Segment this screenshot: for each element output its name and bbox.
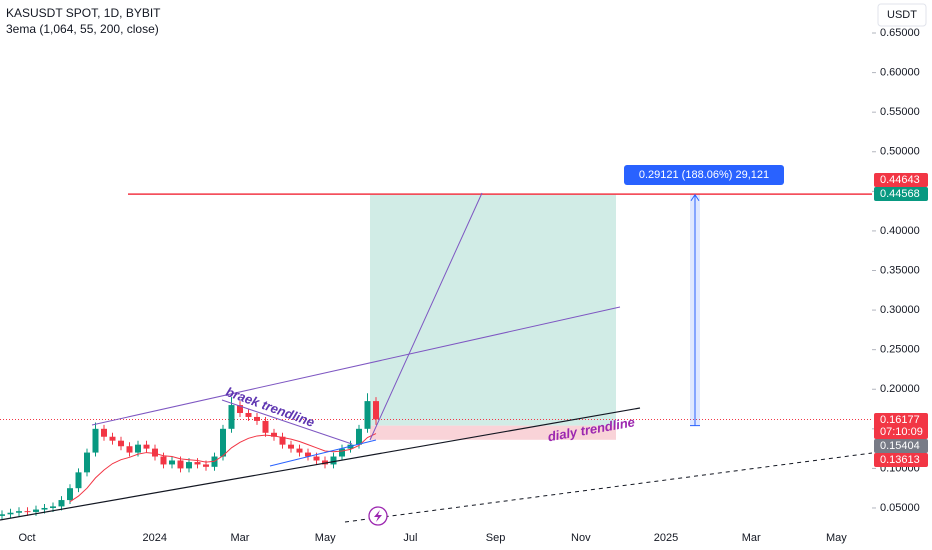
candle-body	[92, 428, 99, 453]
time-axis	[0, 526, 872, 550]
candle-body	[169, 460, 175, 465]
price-label-box	[874, 413, 928, 439]
y-tick-label: 0.25000	[880, 344, 920, 356]
ema-line	[69, 433, 377, 503]
y-tick-label: 0.20000	[880, 383, 920, 395]
price-label: 0.44568	[880, 188, 920, 200]
loss-zone	[370, 425, 616, 440]
candle-body	[271, 432, 277, 437]
lightning	[374, 510, 382, 522]
candle-body	[245, 412, 252, 417]
candle-body	[220, 428, 226, 457]
candle-body	[177, 460, 184, 469]
projection-line	[369, 192, 483, 441]
measure-label: 0.29121 (188.06%) 29,121	[639, 169, 769, 181]
price-label-box	[874, 439, 928, 453]
candle-body	[313, 456, 320, 461]
candle-body	[254, 416, 260, 421]
candle-body	[84, 452, 90, 473]
candle-body	[364, 401, 371, 429]
candle-body	[33, 509, 39, 512]
x-tick-label: 2025	[654, 532, 678, 544]
y-tick-label: 0.30000	[880, 304, 920, 316]
candle-body	[194, 462, 201, 465]
drawing-layer	[0, 193, 872, 520]
price-label-box	[874, 187, 928, 201]
candle-body	[16, 511, 22, 513]
candle-body	[330, 456, 337, 465]
channel-line	[91, 306, 621, 426]
candle-body	[143, 444, 150, 449]
x-tick-label: Nov	[571, 532, 591, 544]
candle-body	[356, 428, 362, 445]
candle-body	[262, 420, 269, 433]
candle-body	[118, 440, 124, 447]
candle-body	[0, 514, 5, 516]
x-tick-label: Mar	[742, 532, 761, 544]
x-tick-label: Jul	[403, 532, 417, 544]
candle-body	[67, 488, 73, 501]
currency-button[interactable]	[877, 3, 927, 27]
candle-body	[339, 448, 345, 457]
candle-body	[101, 428, 107, 437]
y-tick-label: 0.35000	[880, 264, 920, 276]
price-label: 0.16177	[880, 414, 920, 426]
candle-body	[109, 436, 116, 441]
candle-body	[296, 448, 303, 453]
y-tick-label: 0.05000	[880, 502, 920, 514]
candle-body	[373, 401, 379, 420]
x-tick-label: 2024	[143, 532, 167, 544]
profit-zone	[370, 194, 616, 426]
price-label-box	[874, 453, 928, 467]
candle-body	[186, 462, 192, 469]
candle-body	[203, 464, 209, 467]
candle-body	[135, 444, 141, 453]
candle-body	[58, 500, 65, 507]
candle-body	[50, 506, 56, 508]
x-tick-label: May	[826, 532, 847, 544]
chart-title: KASUSDT SPOT, 1D, BYBIT	[6, 6, 161, 20]
dashed-trendline	[344, 452, 873, 523]
arrow-head	[690, 193, 700, 202]
x-tick-label: Mar	[231, 532, 250, 544]
currency: USDT	[887, 9, 917, 21]
candle-body	[279, 436, 286, 445]
x-tick-label: Oct	[18, 532, 35, 544]
price-label: 0.44643	[880, 174, 920, 186]
candle-body	[228, 405, 235, 429]
candle-body	[152, 448, 158, 457]
y-tick-label: 0.55000	[880, 106, 920, 118]
trendline	[0, 407, 641, 521]
x-tick-label: Sep	[486, 532, 506, 544]
candle-body	[41, 507, 48, 510]
break-line	[221, 399, 353, 445]
candle-body	[75, 472, 82, 489]
price-label: 0.15404	[880, 440, 920, 452]
price-label-box	[874, 173, 928, 187]
overlay-layer: 0.29121 (188.06%) 29,121	[624, 165, 784, 427]
axis-layer: 0.050000.100000.150000.200000.250000.300…	[18, 27, 928, 544]
price-label: 0.13613	[880, 454, 920, 466]
y-tick-label: 0.50000	[880, 146, 920, 158]
measure-box	[624, 165, 784, 185]
candle-body	[288, 444, 294, 449]
candle-body	[7, 512, 14, 515]
candle-body	[322, 460, 328, 465]
candle-body	[24, 511, 31, 513]
candle-body	[305, 452, 311, 457]
y-tick-label: 0.60000	[880, 66, 920, 78]
candle-body	[160, 456, 167, 465]
countdown: 07:10:09	[880, 426, 923, 438]
indicator-label: 3ema (1,064, 55, 200, close)	[6, 22, 159, 36]
y-tick-label: 0.40000	[880, 225, 920, 237]
candle-body	[126, 446, 133, 453]
x-tick-label: May	[315, 532, 336, 544]
support-line	[269, 439, 377, 467]
y-tick-label: 0.65000	[880, 27, 920, 39]
candle-body	[237, 405, 243, 413]
